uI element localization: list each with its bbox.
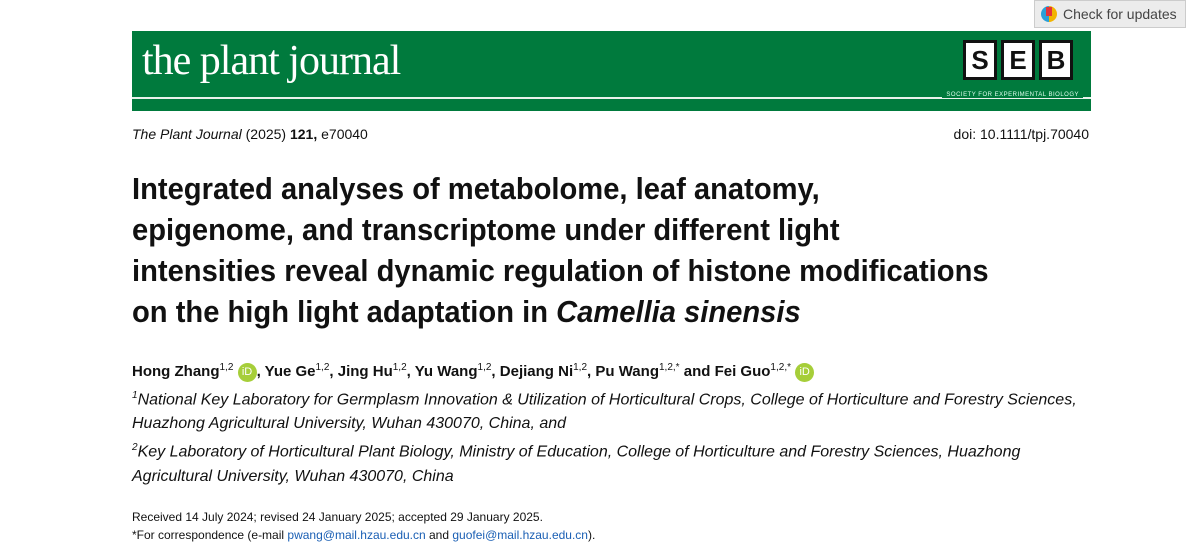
check-for-updates-label: Check for updates <box>1063 6 1177 22</box>
title-line: on the high light adaptation in Camellia… <box>132 291 1053 332</box>
dates: Received 14 July 2024; revised 24 Januar… <box>132 510 543 524</box>
affiliations: 1National Key Laboratory for Germplasm I… <box>132 384 1092 489</box>
seb-letter: E <box>1001 40 1035 80</box>
affiliation-text: Key Laboratory of Horticultural Plant Bi… <box>132 443 1021 485</box>
author: Dejiang Ni1,2, <box>499 362 596 380</box>
citation-year: (2025) <box>245 126 287 142</box>
seb-subtitle: SOCIETY FOR EXPERIMENTAL BIOLOGY <box>942 92 1083 98</box>
doi: doi: 10.1111/tpj.70040 <box>953 126 1089 142</box>
seb-letter: S <box>963 40 997 80</box>
email-link[interactable]: guofei@mail.hzau.edu.cn <box>452 528 588 542</box>
title-species: Camellia sinensis <box>556 294 801 329</box>
affiliation: 2Key Laboratory of Horticultural Plant B… <box>132 436 1092 488</box>
author-separator: , <box>406 363 415 380</box>
author-sup: 1,2 <box>219 362 234 373</box>
crossmark-icon <box>1041 6 1057 22</box>
author-name: Yu Wang <box>414 363 478 380</box>
author-list: Hong Zhang1,2 iD, Yue Ge1,2, Jing Hu1,2,… <box>132 362 815 382</box>
affiliation: 1National Key Laboratory for Germplasm I… <box>132 384 1092 436</box>
corr-suffix: ). <box>587 528 596 542</box>
citation-journal: The Plant Journal <box>132 126 242 142</box>
author: Pu Wang1,2,* and <box>595 362 715 380</box>
author-separator: , <box>256 363 265 380</box>
affiliation-number: 1 <box>132 390 138 401</box>
citation-article: e70040 <box>321 126 368 142</box>
author: Hong Zhang1,2 iD, <box>132 362 265 382</box>
author-name: Jing Hu <box>337 363 393 380</box>
article-title: Integrated analyses of metabolome, leaf … <box>132 168 1053 332</box>
seb-letter: B <box>1039 40 1073 80</box>
email-link[interactable]: pwang@mail.hzau.edu.cn <box>287 528 426 542</box>
author-separator: and <box>679 363 715 380</box>
banner-divider <box>132 97 1091 99</box>
journal-logo: the plant journal <box>142 38 401 84</box>
author: Jing Hu1,2, <box>337 362 415 380</box>
author-sup: 1,2 <box>573 362 588 373</box>
author-separator: , <box>329 363 338 380</box>
author-name: Dejiang Ni <box>499 363 574 380</box>
author-sup: 1,2 <box>392 362 407 373</box>
title-line-text: on the high light adaptation in <box>132 294 557 329</box>
title-line: Integrated analyses of metabolome, leaf … <box>132 171 820 206</box>
affiliation-text: National Key Laboratory for Germplasm In… <box>132 391 1077 433</box>
orcid-icon[interactable]: iD <box>795 362 815 382</box>
title-line: intensities reveal dynamic regulation of… <box>132 253 989 288</box>
author-name: Pu Wang <box>595 363 659 380</box>
orcid-icon[interactable]: iD <box>237 362 257 382</box>
affiliation-number: 2 <box>132 442 138 454</box>
author-sup: 1,2 <box>315 362 330 373</box>
author-separator: , <box>587 363 596 380</box>
author: Yue Ge1,2, <box>264 362 338 380</box>
author-sup: 1,2 <box>477 362 492 373</box>
author-sup: 1,2,* <box>770 362 791 373</box>
corr-mid: and <box>425 528 453 542</box>
author-name: Hong Zhang <box>132 363 220 380</box>
author: Fei Guo1,2,* iD <box>714 362 815 382</box>
citation-volume: 121, <box>289 126 318 142</box>
author-name: Fei Guo <box>714 363 771 380</box>
author: Yu Wang1,2, <box>414 362 500 380</box>
title-line: epigenome, and transcriptome under diffe… <box>132 212 840 247</box>
author-name: Yue Ge <box>264 363 316 380</box>
author-separator: , <box>491 363 500 380</box>
correspondence: *For correspondence (e-mail pwang@mail.h… <box>132 528 595 542</box>
check-for-updates-button[interactable]: Check for updates <box>1034 0 1186 28</box>
corr-prefix: *For correspondence (e-mail <box>132 528 288 542</box>
citation: The Plant Journal (2025) 121, e70040 <box>132 126 368 142</box>
author-sup: 1,2,* <box>658 362 680 373</box>
